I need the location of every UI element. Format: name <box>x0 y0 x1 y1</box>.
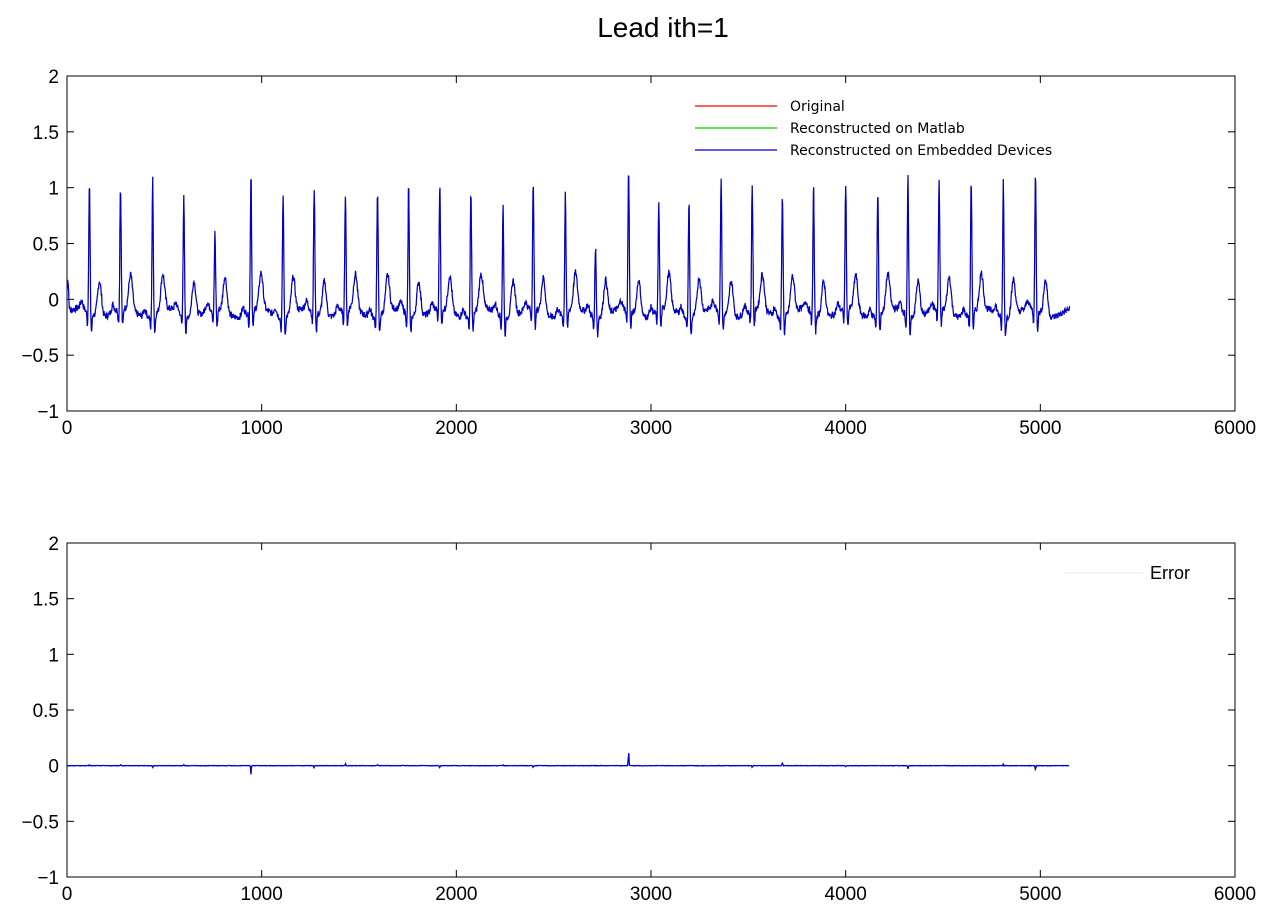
x-tick-label: 1000 <box>241 418 283 439</box>
x-tick-label: 6000 <box>1214 418 1256 439</box>
x-tick-label: 5000 <box>1019 884 1061 905</box>
y-tick-label: 1 <box>48 179 59 200</box>
plot-area-frame <box>66 542 1236 878</box>
legend-label: Error <box>1150 563 1190 583</box>
x-tick-label: 0 <box>62 884 73 905</box>
x-tick-label: 0 <box>62 418 73 439</box>
y-tick-label: −1 <box>37 868 59 889</box>
y-tick-label: 0.5 <box>33 235 59 256</box>
y-tick-label: −1 <box>37 402 59 423</box>
x-tick-label: 4000 <box>825 884 867 905</box>
y-tick-label: 0.5 <box>33 701 59 722</box>
x-tick-label: 6000 <box>1214 884 1256 905</box>
x-tick-label: 2000 <box>435 418 477 439</box>
x-tick-label: 1000 <box>241 884 283 905</box>
x-tick-label: 5000 <box>1019 418 1061 439</box>
plot-area-frame <box>66 75 1236 412</box>
top-plot: 0 1000 2000 3000 4000 5000 6000 −1 −0.5 0 0.5 1 1.5 2… <box>21 67 1256 439</box>
y-tick-label: 2 <box>48 534 59 555</box>
legend: Error <box>1065 563 1190 583</box>
y-tick-label: 0 <box>48 757 59 778</box>
x-tick-label: 2000 <box>435 884 477 905</box>
legend-label: Reconstructed on Matlab <box>790 121 965 137</box>
legend-label: Reconstructed on Embedded Devices <box>790 143 1052 159</box>
y-tick-label: 2 <box>48 67 59 88</box>
legend: Original Reconstructed on Matlab Reconstru… <box>695 99 1052 159</box>
chart-title: Lead ith=1 <box>597 12 729 43</box>
legend-label: Original <box>790 99 845 115</box>
y-tick-label: −0.5 <box>21 812 59 833</box>
y-tick-label: 0 <box>48 290 59 311</box>
series-line-embedded <box>66 174 1071 338</box>
y-tick-label: 1.5 <box>33 590 59 611</box>
x-tick-label: 4000 <box>825 418 867 439</box>
y-tick-label: −0.5 <box>21 346 59 367</box>
x-tick-label: 3000 <box>630 884 672 905</box>
y-tick-label: 1.5 <box>33 123 59 144</box>
x-tick-label: 3000 <box>630 418 672 439</box>
bottom-plot: 0 1000 2000 3000 4000 5000 6000 −1 −0.5 0 0.5 1 1.5 2… <box>21 534 1256 905</box>
y-tick-label: 1 <box>48 645 59 666</box>
series-line-error <box>66 753 1070 775</box>
